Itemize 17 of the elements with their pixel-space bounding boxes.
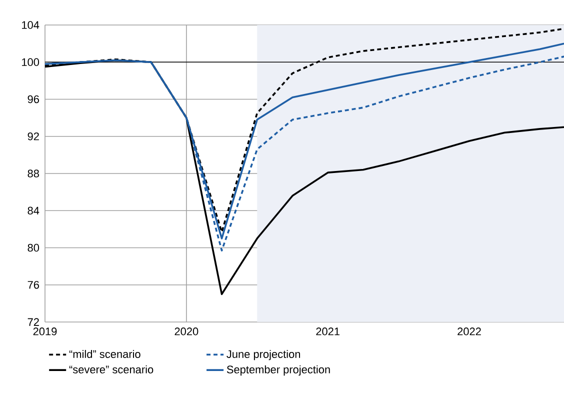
legend-label: June projection	[226, 350, 300, 360]
y-tick-label: 84	[28, 206, 40, 215]
legend-label: September projection	[226, 365, 330, 376]
y-tick-label: 80	[28, 244, 40, 252]
legend-label: “mild” scenario	[69, 350, 140, 358]
x-tick-label: 2020	[174, 328, 198, 336]
y-tick-label: 76	[28, 281, 39, 289]
x-tick-label: 2022	[458, 328, 481, 336]
y-tick-label: 100	[22, 58, 40, 66]
y-tick-label: 96	[28, 95, 39, 104]
y-tick-label: 72	[28, 318, 39, 326]
y-tick-label: 88	[28, 170, 39, 178]
legend-label: “severe” scenario	[69, 365, 154, 374]
x-tick-label: 2021	[316, 328, 340, 336]
x-tick-label: 2019	[33, 328, 57, 336]
y-tick-label: 92	[28, 132, 39, 140]
y-tick-label: 104	[22, 21, 40, 29]
